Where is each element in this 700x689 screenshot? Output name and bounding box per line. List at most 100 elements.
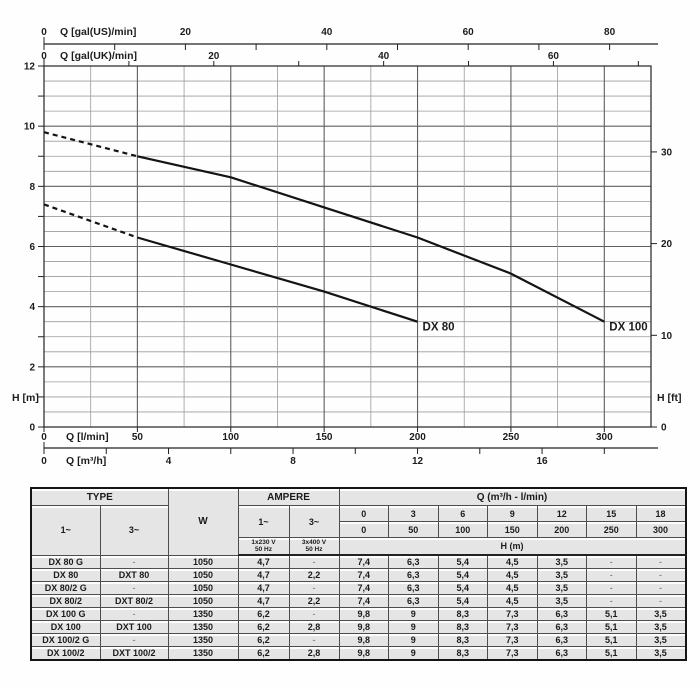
table-cell: 4,7	[237, 594, 290, 608]
lmin-tick-label: 100	[222, 432, 239, 443]
table-cell: 2,8	[288, 646, 340, 661]
lmin-tick-label: 300	[596, 432, 613, 443]
m3h-tick-label: 0	[41, 456, 47, 467]
table-cell: DX 80 G	[30, 554, 101, 569]
table-cell: DX 100/2 G	[30, 633, 101, 647]
table-cell: -	[99, 607, 169, 621]
dx-100-curve-dashed	[43, 131, 138, 158]
flow-lmin: 250	[586, 521, 637, 538]
flow-lmin: 100	[437, 521, 488, 538]
flow-m3h: 12	[536, 505, 587, 522]
flow-m3h: 9	[487, 505, 538, 522]
table-cell: -	[586, 581, 637, 595]
table-cell: 5,1	[586, 633, 637, 647]
table-cell: 9	[388, 646, 439, 661]
right-axis-tick-label: 10	[661, 331, 673, 342]
m3h-tick-label: 8	[290, 456, 296, 467]
table-cell: -	[635, 594, 686, 608]
table-cell: -	[635, 568, 686, 582]
us-axis-tick-label: 20	[180, 27, 192, 38]
table-cell: -	[288, 554, 340, 569]
table-cell: 6,3	[388, 568, 439, 582]
table-cell: 7,4	[338, 581, 389, 595]
table-row: DX 80 G -1050 4,7-7,4 6,3 5,4 4,5 3,5- -	[30, 554, 686, 569]
table-cell: 9,8	[338, 646, 389, 661]
us-axis-tick-label: 80	[604, 27, 616, 38]
left-axis-tick-label: 6	[29, 242, 35, 253]
table-cell: 1350	[167, 633, 239, 647]
table-cell: 9	[388, 620, 439, 634]
left-axis-title: H [m]	[12, 392, 39, 404]
lmin-tick-label: 250	[503, 432, 520, 443]
left-axis-tick-label: 2	[29, 362, 35, 373]
table-cell: -	[99, 554, 169, 569]
table-cell: 1050	[167, 581, 239, 595]
table-cell: 4,7	[237, 581, 290, 595]
spec-table: TYPE W AMPERE Q (m³/h - l/min) 1~ 3~ 1~ …	[30, 487, 687, 661]
table-cell: 1350	[167, 646, 239, 661]
table-cell: 4,5	[487, 594, 538, 608]
lmin-tick-label: 50	[132, 432, 144, 443]
flow-m3h: 6	[437, 505, 488, 522]
right-axis-tick-label: 0	[661, 423, 667, 434]
table-cell: 5,4	[437, 594, 488, 608]
m3h-axis-title: Q [m³/h]	[66, 455, 106, 467]
us-axis-title: Q [gal(US)/min]	[60, 26, 136, 38]
table-cell: -	[288, 607, 340, 621]
table-cell: 3,5	[635, 633, 686, 647]
table-cell: 3,5	[635, 620, 686, 634]
table-cell: 3,5	[635, 607, 686, 621]
table-cell: 2,8	[288, 620, 340, 634]
dx-80-curve	[137, 236, 418, 323]
lmin-tick-label: 0	[41, 432, 47, 443]
table-cell: 7,4	[338, 568, 389, 582]
lmin-axis-title: Q [l/min]	[66, 431, 109, 443]
table-cell: 4,5	[487, 568, 538, 582]
header-amp-3ph: 3~	[288, 505, 340, 538]
table-cell: 1350	[167, 620, 239, 634]
table-cell: 6,2	[237, 620, 290, 634]
table-cell: 9,8	[338, 620, 389, 634]
table-cell: 6,3	[388, 554, 439, 569]
table-cell: 9,8	[338, 633, 389, 647]
m3h-tick-label: 4	[166, 456, 172, 467]
table-cell: -	[288, 581, 340, 595]
flow-m3h: 0	[338, 505, 389, 522]
table-cell: DX 80/2	[30, 594, 101, 608]
table-cell: 7,3	[487, 607, 538, 621]
table-cell: 6,3	[536, 620, 587, 634]
table-row: DX 80/2 DXT 80/2 1050 4,7 2,2 7,4 6,3 5,4 4,5 3,5…	[30, 594, 686, 608]
header-type-3ph: 3~	[99, 505, 169, 556]
table-cell: DXT 100/2	[99, 646, 169, 661]
table-cell: 9	[388, 607, 439, 621]
header-type: TYPE	[30, 487, 169, 506]
uk-axis-tick-label: 40	[378, 51, 390, 62]
table-row: DX 100/2 G -1350 6,2-9,8 9 8,3 7,3 6,3 5,1 3,5	[30, 633, 686, 647]
table-cell: DX 80	[30, 568, 101, 582]
table-cell: 7,3	[487, 620, 538, 634]
header-ampere: AMPERE	[237, 487, 340, 506]
table-cell: DXT 100	[99, 620, 169, 634]
left-axis-tick-label: 10	[24, 122, 36, 133]
table-cell: 1350	[167, 607, 239, 621]
left-axis-tick-label: 4	[29, 302, 35, 313]
table-cell: 2,2	[288, 594, 340, 608]
table-cell: 6,3	[536, 607, 587, 621]
table-cell: 5,1	[586, 646, 637, 661]
table-cell: 4,7	[237, 568, 290, 582]
lmin-tick-label: 200	[409, 432, 426, 443]
table-cell: 6,2	[237, 633, 290, 647]
header-amp-1ph: 1~	[237, 505, 290, 538]
header-type-1ph: 1~	[30, 505, 101, 556]
flow-lmin: 0	[338, 521, 389, 538]
flow-lmin: 150	[487, 521, 538, 538]
table-cell: 8,3	[437, 620, 488, 634]
table-cell: 6,3	[536, 633, 587, 647]
dx-100-curve	[137, 155, 605, 323]
table-cell: -	[586, 568, 637, 582]
table-cell: DXT 80	[99, 568, 169, 582]
uk-axis-tick-label: 20	[208, 51, 220, 62]
table-cell: -	[288, 633, 340, 647]
